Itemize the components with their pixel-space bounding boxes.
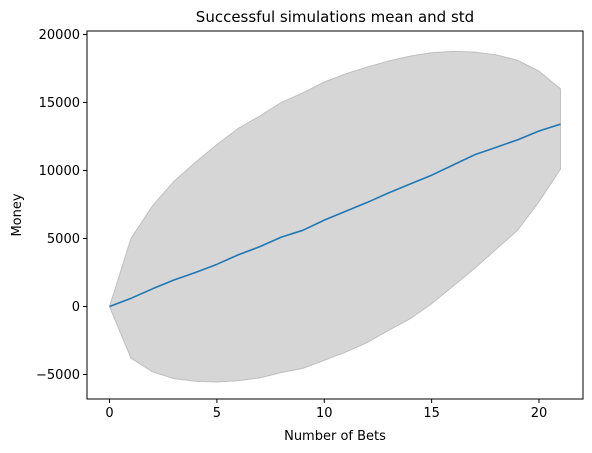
axes-frame: [86, 30, 584, 400]
x-axis: 0 5 10 15 20: [105, 399, 547, 421]
y-axis: −5000 0 5000 10000 15000 20000: [36, 28, 87, 383]
y-tick-label: 15000: [39, 96, 80, 111]
x-tick-label: 20: [531, 406, 548, 421]
y-tick-label: 10000: [39, 164, 80, 179]
y-tick-label: 5000: [47, 232, 80, 247]
x-tick-label: 0: [105, 406, 113, 421]
plot-area: [109, 50, 561, 383]
chart-title: Successful simulations mean and std: [196, 8, 474, 26]
x-tick-label: 5: [213, 406, 221, 421]
x-tick-label: 15: [423, 406, 440, 421]
mean-line: [109, 123, 561, 308]
x-tick-label: 10: [316, 406, 333, 421]
std-band: [109, 50, 561, 383]
y-axis-label: Money: [10, 193, 25, 236]
x-axis-label: Number of Bets: [284, 429, 386, 444]
y-tick-label: 0: [72, 300, 80, 315]
y-tick-label: 20000: [39, 28, 80, 43]
y-tick-label: −5000: [36, 368, 80, 383]
